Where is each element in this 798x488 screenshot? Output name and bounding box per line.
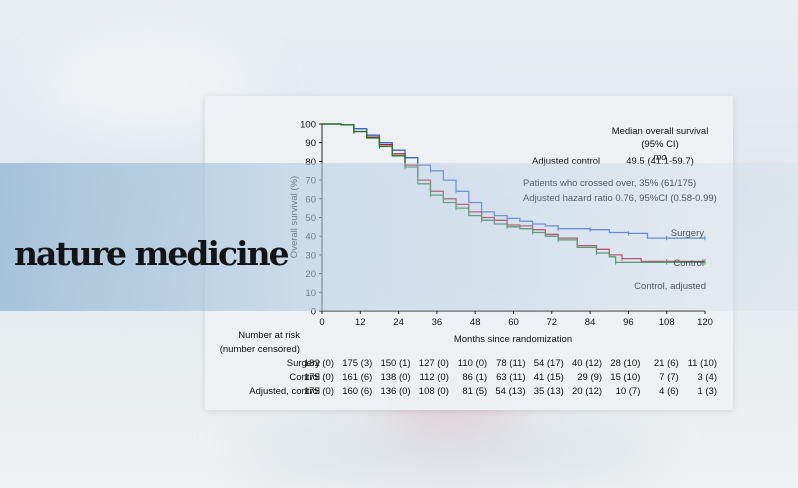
risk-cell: 7 (7) xyxy=(659,372,679,383)
y-tick-label: 70 xyxy=(305,176,316,187)
risk-cell: 21 (6) xyxy=(654,358,679,369)
y-tick-label: 0 xyxy=(311,307,316,318)
annotation-adjusted-value: 49.5 (41.1-59.7) xyxy=(626,156,694,167)
x-tick-label: 72 xyxy=(547,317,558,328)
background-blur-bottom xyxy=(240,420,660,480)
x-tick-label: 96 xyxy=(623,317,634,328)
risk-cell: 161 (6) xyxy=(342,372,372,383)
risk-cell: 15 (10) xyxy=(610,372,640,383)
risk-cell: 175 (0) xyxy=(304,386,334,397)
y-tick-label: 50 xyxy=(305,213,316,224)
annotation-median-ci: (95% CI) xyxy=(641,139,678,150)
risk-cell: 10 (7) xyxy=(616,386,641,397)
risk-cell: 110 (0) xyxy=(458,358,487,369)
x-tick-label: 108 xyxy=(659,317,675,328)
risk-cell: 11 (10) xyxy=(688,358,717,369)
y-tick-label: 90 xyxy=(305,138,316,149)
risk-cell: 175 (3) xyxy=(342,358,372,369)
risk-cell: 182 (0) xyxy=(304,358,334,369)
y-tick-label: 30 xyxy=(305,250,316,261)
x-axis-title: Months since randomization xyxy=(454,334,572,345)
annotation-median-title: Median overall survival xyxy=(612,126,709,137)
x-tick-label: 60 xyxy=(508,317,519,328)
chart-axes: 0 12 24 36 48 60 72 84 96 108 120 0 10 20 30 40 50 60 70 80… xyxy=(289,120,713,346)
series-label-surgery: Surgery xyxy=(671,228,705,239)
risk-row-label: Surgery xyxy=(287,358,321,369)
risk-cell: 138 (0) xyxy=(380,372,410,383)
y-tick-label: 100 xyxy=(300,120,316,131)
risk-cell: 54 (13) xyxy=(495,386,525,397)
risk-table: Number at risk (number censored) Surgery18… xyxy=(220,330,717,397)
x-tick-label: 0 xyxy=(319,317,324,328)
risk-row-label: Control xyxy=(289,372,320,383)
x-tick-label: 12 xyxy=(355,317,366,328)
risk-cell: 150 (1) xyxy=(380,358,410,369)
risk-cell: 40 (12) xyxy=(572,358,602,369)
risk-cell: 28 (10) xyxy=(610,358,640,369)
annotation-adjusted-label: Adjusted control xyxy=(532,156,600,167)
series-label-control: Control xyxy=(673,258,704,269)
risk-cell: 86 (1) xyxy=(462,372,487,383)
risk-cell: 20 (12) xyxy=(572,386,602,397)
risk-row-label: Adjusted, control xyxy=(249,386,320,397)
brand-logo: nature medicine xyxy=(14,234,290,273)
series-label-control-adjusted: Control, adjusted xyxy=(634,281,706,292)
annotation-crossover: Patients who crossed over, 35% (61/175) xyxy=(523,178,696,189)
x-tick-label: 84 xyxy=(585,317,596,328)
risk-cell: 175 (0) xyxy=(304,372,334,383)
risk-cell: 4 (6) xyxy=(659,386,679,397)
annotation-median-unit: mo xyxy=(653,152,666,163)
risk-cell: 54 (17) xyxy=(534,358,564,369)
risk-cell: 63 (11) xyxy=(496,372,525,383)
risk-cell: 127 (0) xyxy=(419,358,449,369)
risk-cell: 136 (0) xyxy=(380,386,410,397)
risk-cell: 1 (3) xyxy=(697,386,717,397)
chart-annotations: Median overall survival (95% CI) mo Adjuste… xyxy=(523,126,717,292)
risk-cell: 108 (0) xyxy=(419,386,449,397)
risk-cell: 78 (11) xyxy=(496,358,525,369)
y-tick-label: 80 xyxy=(305,157,316,168)
x-tick-label: 48 xyxy=(470,317,481,328)
risk-cell: 112 (0) xyxy=(419,372,448,383)
risk-cell: 41 (15) xyxy=(534,372,564,383)
y-tick-label: 20 xyxy=(305,269,316,280)
risk-cell: 160 (6) xyxy=(342,386,372,397)
risk-cell: 3 (4) xyxy=(697,372,717,383)
x-tick-label: 120 xyxy=(697,317,713,328)
risk-cell: 35 (13) xyxy=(534,386,564,397)
x-tick-label: 24 xyxy=(393,317,404,328)
risk-cell: 81 (5) xyxy=(462,386,487,397)
y-tick-label: 40 xyxy=(305,232,316,243)
y-axis-title: Overall survival (%) xyxy=(289,176,300,258)
y-tick-label: 60 xyxy=(305,194,316,205)
annotation-hazard: Adjusted hazard ratio 0.76, 95%CI (0.58-… xyxy=(523,193,717,204)
risk-table-subheader: (number censored) xyxy=(220,344,300,355)
risk-table-header: Number at risk xyxy=(238,330,300,341)
x-tick-label: 36 xyxy=(432,317,443,328)
risk-cell: 29 (9) xyxy=(577,372,602,383)
y-tick-label: 10 xyxy=(305,288,316,299)
